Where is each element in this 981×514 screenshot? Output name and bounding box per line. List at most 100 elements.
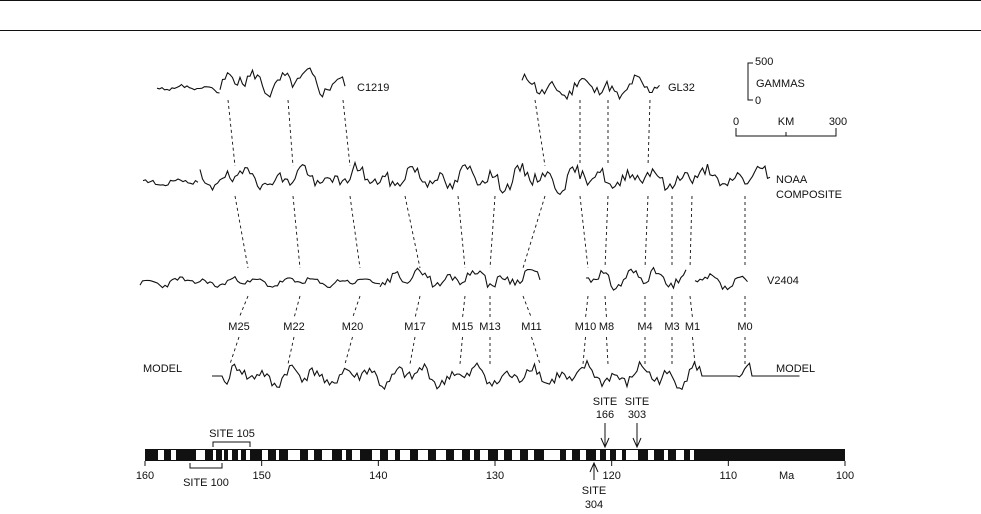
correlation-line [489,195,496,269]
polarity-gap [512,450,520,460]
correlation-line [531,336,541,365]
correlation-line [522,195,546,269]
profile-trace [139,275,381,289]
correlation-line [689,295,693,319]
label: M15 [452,321,473,333]
label: KM [778,116,795,128]
polarity-gap [262,450,268,460]
polarity-gap [322,450,332,460]
label: 0 [733,116,739,128]
label: MODEL [776,363,815,375]
correlation-line [292,195,301,269]
correlation-line [227,99,236,167]
polarity-gap [418,450,428,460]
polarity-gap [626,450,638,460]
site-bracket [189,463,223,469]
label: SITE [582,485,606,497]
correlation-line [234,195,249,269]
label: V2404 [767,275,799,287]
label: 120 [602,470,620,482]
polarity-gap [276,450,279,460]
polarity-gap [222,450,224,460]
label: 160 [136,470,154,482]
label: 130 [486,470,504,482]
label: 140 [369,470,387,482]
label: NOAA [776,174,808,186]
correlation-line [606,336,609,365]
polarity-gap [676,450,684,460]
polarity-gap [288,450,300,460]
polarity-gap [544,450,560,460]
label: SITE 105 [209,428,255,440]
label: COMPOSITE [776,189,842,201]
profile-trace [199,160,771,196]
polarity-gap [528,450,534,460]
label: M20 [342,321,363,333]
profile-trace [521,72,660,101]
label: 100 [836,470,854,482]
correlation-line [459,336,463,365]
plot: C1219 GL32 NOAA COMPOSITE V2404 MODEL MODEL 500… [136,56,854,511]
correlation-line [689,195,693,269]
correlation-line [352,295,361,319]
label: M1 [685,321,700,333]
polarity-gap [238,450,241,460]
label: 0 [755,95,761,107]
label: 110 [720,470,738,482]
label: M0 [737,321,752,333]
polarity-gap [400,450,410,460]
label: M17 [404,321,425,333]
label: 300 [829,116,847,128]
label: M25 [228,321,249,333]
label: M13 [479,321,500,333]
correlation-line [287,99,294,167]
label: 303 [628,409,646,421]
correlation-line [229,336,240,365]
polarity-bar [145,449,845,461]
polarity-gap [664,450,668,460]
label: M4 [637,321,652,333]
site-arrow [600,423,610,449]
polarity-gap [352,450,360,460]
label: 166 [596,409,614,421]
correlation-line [522,295,532,319]
polarity-gap [246,450,250,460]
polarity-gap [372,450,380,460]
label: MODEL [143,363,182,375]
label: SITE 100 [183,477,229,489]
correlation-line [534,99,546,167]
correlation-line [404,195,421,269]
label: M3 [664,321,679,333]
label: M10 [575,321,596,333]
polarity-gap [566,450,572,460]
correlation-line [462,295,466,319]
profile-trace [142,178,199,187]
km-scale [735,128,837,137]
label: 500 [755,56,773,68]
correlation-line [287,336,295,365]
profile-trace [694,272,748,291]
polarity-gap [171,450,176,460]
site-arrow [632,423,642,449]
correlation-line [692,336,696,365]
polarity-gap [498,450,504,460]
correlation-line [647,99,651,167]
correlation-line [414,295,421,319]
polarity-gap [308,450,314,460]
polarity-gap [480,450,488,460]
profile-trace [379,267,541,289]
polarity-gap [158,450,164,460]
polarity-gap [606,450,610,460]
polarity-gap [228,450,232,460]
polarity-gap [580,450,586,460]
site-bracket [212,441,251,447]
correlation-line [342,99,351,167]
polarity-gap [596,450,600,460]
correlation-line [409,336,416,365]
correlation-line [604,295,607,319]
label: M11 [521,321,542,333]
gamma-scale [747,62,753,101]
profile-trace [585,266,687,291]
polarity-gap [196,450,205,460]
